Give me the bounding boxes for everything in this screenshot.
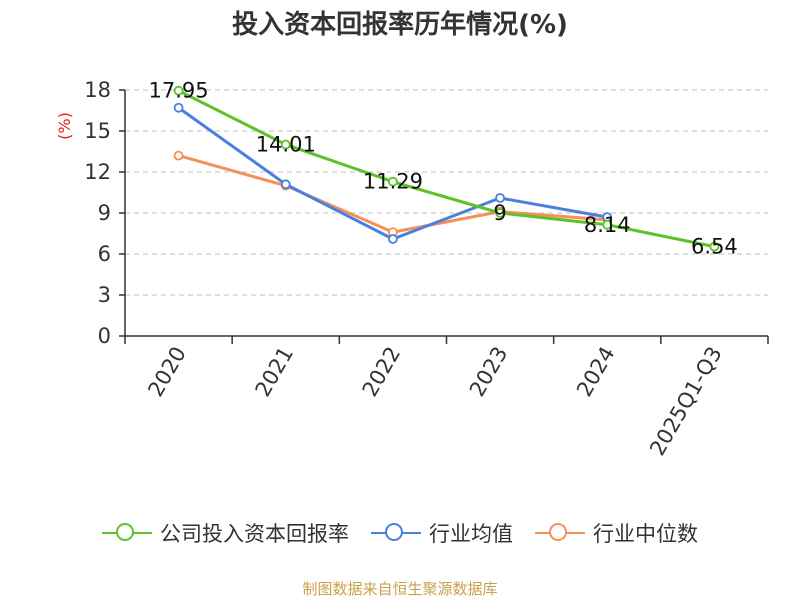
y-tick-label: 6 (98, 242, 111, 266)
data-label: 9 (493, 201, 506, 225)
y-axis-label: (%) (55, 112, 74, 140)
legend: 公司投入资本回报率 行业均值 行业中位数 (0, 518, 800, 548)
y-tick-label: 0 (98, 324, 111, 348)
y-tick-label: 12 (84, 160, 111, 184)
data-point (495, 208, 505, 218)
data-point (173, 102, 184, 113)
axes: 0 3 6 9 12 15 18 2020 2021 2022 2023 2024 2025Q1-Q3 (… (55, 78, 769, 460)
x-tick-label: 2021 (251, 343, 299, 401)
chart-title: 投入资本回报率历年情况(%) (232, 10, 568, 40)
data-labels: 17.95 14.01 11.29 9 8.14 6.54 (149, 79, 738, 259)
data-label: 8.14 (584, 213, 631, 237)
legend-item-industry-median[interactable]: 行业中位数 (535, 518, 698, 548)
legend-label-industry-mean: 行业均值 (429, 522, 513, 546)
grid-lines (125, 89, 768, 296)
x-tick-label: 2025Q1-Q3 (645, 343, 727, 460)
data-point (709, 241, 720, 252)
legend-marker-company (102, 523, 152, 543)
data-label: 11.29 (363, 170, 423, 194)
data-point (388, 234, 398, 244)
y-tick-label: 3 (98, 283, 111, 307)
series-line (177, 89, 715, 249)
series-line (178, 154, 608, 234)
data-point (602, 219, 613, 230)
x-tick-label: 2020 (143, 343, 191, 401)
data-point (280, 139, 291, 150)
legend-item-company[interactable]: 公司投入资本回报率 (102, 518, 349, 548)
data-point (388, 176, 398, 187)
data-source-note: 制图数据来自恒生聚源数据库 (302, 580, 498, 598)
data-point (280, 179, 291, 190)
y-tick-label: 15 (84, 119, 111, 143)
data-point (495, 193, 505, 203)
y-tick-label: 18 (84, 78, 111, 102)
x-tick-label: 2024 (572, 343, 620, 401)
legend-marker-industry-mean (371, 523, 421, 543)
data-label: 6.54 (691, 235, 738, 259)
x-tick-label: 2023 (465, 343, 513, 401)
data-label: 17.95 (149, 79, 209, 103)
y-tick-label: 9 (98, 201, 111, 225)
legend-item-industry-mean[interactable]: 行业均值 (371, 518, 513, 548)
data-label: 14.01 (256, 133, 316, 157)
legend-label-company: 公司投入资本回报率 (160, 522, 349, 546)
series-lines (173, 85, 720, 252)
x-tick-label: 2022 (358, 343, 406, 401)
legend-marker-industry-median (535, 523, 585, 543)
data-point (173, 150, 184, 161)
data-point (173, 85, 184, 96)
legend-label-industry-median: 行业中位数 (593, 522, 698, 546)
